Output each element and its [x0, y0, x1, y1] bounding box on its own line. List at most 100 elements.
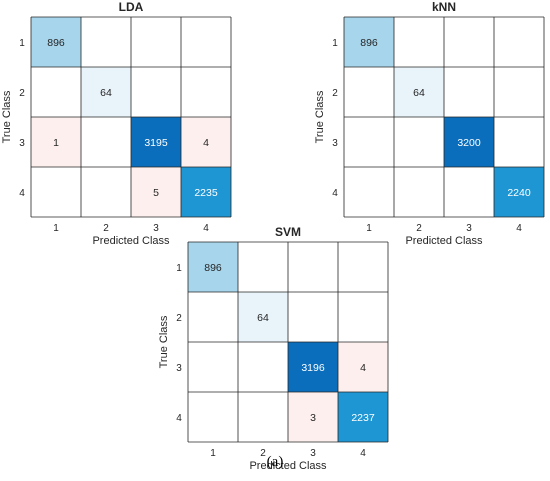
- matrix-cell: [181, 67, 231, 117]
- x-tick-label: 1: [53, 223, 59, 234]
- lda-confusion-matrix: LDA 896 64 1 3195 4 5 2235 1 2 3 4 1 2 3 4 Predicted Cla…: [1, 0, 232, 247]
- matrix-cell: [131, 167, 181, 217]
- figure-caption: (a): [267, 454, 284, 470]
- x-tick-label: 3: [153, 223, 159, 234]
- y-tick-label: 2: [176, 313, 182, 324]
- matrix-cell: [238, 292, 288, 342]
- matrix-cell: [131, 67, 181, 117]
- cell-value-label: 3200: [457, 137, 481, 149]
- matrix-cell: [31, 117, 81, 167]
- y-tick-label: 2: [332, 88, 338, 99]
- x-tick-label: 1: [366, 223, 372, 234]
- y-axis-label: True Class: [158, 315, 170, 368]
- matrix-cell: [188, 292, 238, 342]
- matrix-cell: [338, 392, 388, 442]
- x-axis-label: Predicted Class: [249, 460, 327, 472]
- x-tick-label: 4: [203, 223, 209, 234]
- matrix-cell: [188, 392, 238, 442]
- matrix-cell: [81, 167, 131, 217]
- matrix-cell: [338, 342, 388, 392]
- matrix-cell: [394, 67, 444, 117]
- chart-title: LDA: [119, 0, 144, 14]
- matrix-cell: [31, 167, 81, 217]
- matrix-cell: [81, 117, 131, 167]
- cell-value-label: 5: [153, 187, 159, 199]
- chart-title: kNN: [432, 0, 456, 14]
- cell-value-label: 64: [413, 87, 425, 99]
- x-tick-label: 1: [210, 448, 216, 459]
- matrix-cell: [131, 117, 181, 167]
- knn-confusion-matrix: kNN 896 64 3200 2240 1 2 3 4 1 2 3 4 Predicted Class T…: [314, 0, 545, 247]
- y-tick-label: 3: [332, 138, 338, 149]
- cell-value-label: 3195: [144, 137, 168, 149]
- y-tick-label: 3: [176, 363, 182, 374]
- matrix-cell: [344, 167, 394, 217]
- cell-value-label: 896: [360, 37, 378, 49]
- y-tick-label: 1: [176, 263, 182, 274]
- matrix-cell: [344, 117, 394, 167]
- matrix-cell: [131, 17, 181, 67]
- matrix-cell: [494, 67, 544, 117]
- matrix-cell: [288, 292, 338, 342]
- x-tick-label: 2: [103, 223, 109, 234]
- matrix-cell: [81, 67, 131, 117]
- matrix-cell: [238, 242, 288, 292]
- y-tick-label: 2: [19, 88, 25, 99]
- svm-confusion-matrix: SVM 896 64 3196 4 3 2237 1 2 3 4 1 2 3 4 Predicted Clas…: [158, 225, 389, 472]
- matrix-cell: [181, 167, 231, 217]
- matrix-cell: [238, 342, 288, 392]
- cell-value-label: 3: [310, 412, 316, 424]
- matrix-cell: [344, 67, 394, 117]
- cell-value-label: 4: [203, 137, 209, 149]
- matrix-cell: [338, 292, 388, 342]
- matrix-cell: [444, 67, 494, 117]
- cell-value-label: 2235: [194, 187, 218, 199]
- matrix-cell: [238, 392, 288, 442]
- matrix-cell: [188, 342, 238, 392]
- cell-value-label: 64: [257, 312, 269, 324]
- matrix-cell: [288, 242, 338, 292]
- chart-title: SVM: [275, 225, 301, 239]
- matrix-cell: [288, 342, 338, 392]
- matrix-cell: [338, 242, 388, 292]
- cell-value-label: 64: [100, 87, 112, 99]
- cell-value-label: 3196: [301, 362, 325, 374]
- matrix-cell: [344, 17, 394, 67]
- matrix-cell: [181, 17, 231, 67]
- matrix-cell: [181, 117, 231, 167]
- cell-value-label: 896: [204, 262, 222, 274]
- x-tick-label: 4: [516, 223, 522, 234]
- x-tick-label: 2: [260, 448, 266, 459]
- matrix-cell: [444, 167, 494, 217]
- matrix-cell: [444, 17, 494, 67]
- x-axis-label: Predicted Class: [92, 235, 170, 247]
- cell-value-label: 4: [360, 362, 366, 374]
- matrix-cell: [494, 17, 544, 67]
- matrix-cell: [394, 17, 444, 67]
- matrix-cell: [31, 17, 81, 67]
- y-tick-label: 4: [19, 188, 25, 199]
- x-tick-label: 3: [466, 223, 472, 234]
- matrix-cell: [494, 167, 544, 217]
- matrix-cell: [31, 67, 81, 117]
- x-tick-label: 4: [360, 448, 366, 459]
- y-axis-label: True Class: [314, 90, 326, 143]
- x-axis-label: Predicted Class: [405, 235, 483, 247]
- matrix-cell: [444, 117, 494, 167]
- y-tick-label: 3: [19, 138, 25, 149]
- x-tick-label: 2: [416, 223, 422, 234]
- matrix-cell: [394, 167, 444, 217]
- matrix-cell: [188, 242, 238, 292]
- cell-value-label: 1: [53, 137, 59, 149]
- cell-value-label: 2240: [507, 187, 531, 199]
- y-axis-label: True Class: [1, 90, 13, 143]
- cell-value-label: 2237: [351, 412, 375, 424]
- matrix-cell: [288, 392, 338, 442]
- cell-value-label: 896: [47, 37, 65, 49]
- matrix-cell: [394, 117, 444, 167]
- matrix-cell: [494, 117, 544, 167]
- x-tick-label: 3: [310, 448, 316, 459]
- y-tick-label: 4: [176, 413, 182, 424]
- y-tick-label: 1: [19, 38, 25, 49]
